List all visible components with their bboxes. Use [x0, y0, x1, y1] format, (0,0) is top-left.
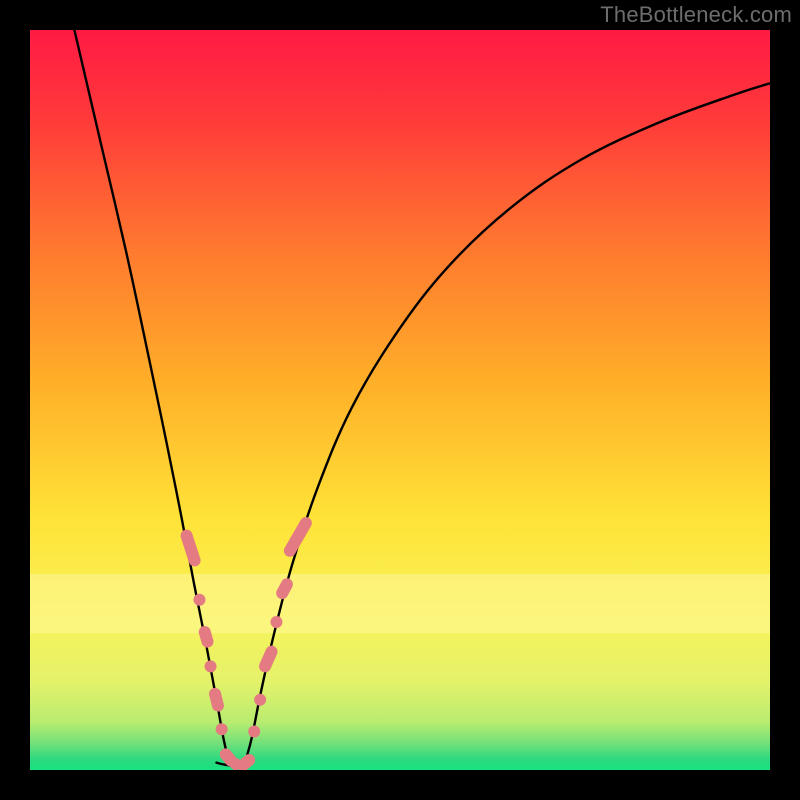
- gradient-background: [30, 30, 770, 770]
- plot-area: [30, 30, 770, 774]
- bead-9: [248, 726, 260, 738]
- highlight-band: [30, 574, 770, 633]
- bead-5: [216, 723, 228, 735]
- bead-1: [193, 594, 205, 606]
- bottleneck-chart-svg: [0, 0, 800, 800]
- bead-12: [270, 616, 282, 628]
- bead-10: [254, 694, 266, 706]
- chart-stage: TheBottleneck.com: [0, 0, 800, 800]
- bead-3: [205, 660, 217, 672]
